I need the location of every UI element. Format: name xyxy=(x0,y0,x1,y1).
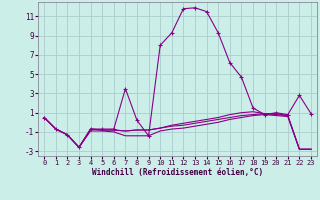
X-axis label: Windchill (Refroidissement éolien,°C): Windchill (Refroidissement éolien,°C) xyxy=(92,168,263,177)
